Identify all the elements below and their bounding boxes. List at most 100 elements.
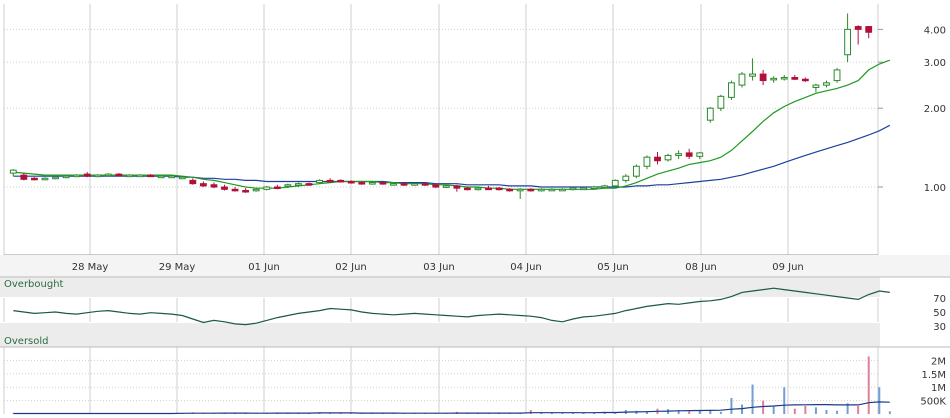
osc-tick-label: 30	[933, 322, 946, 333]
candle-body	[41, 177, 49, 181]
candle-body	[812, 84, 820, 88]
candle	[865, 26, 873, 39]
x-tick-label: 04 Jun	[510, 262, 542, 273]
candle-body	[780, 76, 788, 80]
candle	[421, 182, 429, 186]
candle	[706, 107, 714, 123]
candle	[337, 179, 345, 183]
candle-body	[717, 95, 725, 109]
oscillator-panel: Overbought Oversold 70 50 30	[0, 276, 950, 347]
candle	[453, 184, 461, 192]
x-tick-label: 03 Jun	[423, 262, 455, 273]
candle-body	[506, 188, 514, 192]
candle-body	[126, 174, 133, 178]
candle-body	[62, 175, 70, 179]
candle-body	[295, 183, 302, 186]
candle-body	[168, 175, 176, 179]
x-tick-label: 29 May	[159, 262, 196, 273]
candle-body	[537, 188, 545, 192]
candle	[41, 177, 49, 181]
candle	[495, 187, 503, 191]
candle	[675, 150, 683, 159]
candle-body	[675, 153, 683, 156]
candle-body	[400, 183, 408, 186]
candle-body	[622, 175, 630, 181]
candle	[358, 181, 366, 185]
x-tick-label: 09 Jun	[772, 262, 804, 273]
candle-body	[20, 174, 28, 180]
candle-body	[9, 169, 17, 174]
osc-tick-label: 70	[933, 294, 946, 305]
candle	[759, 69, 767, 86]
candle-body	[643, 156, 651, 167]
price-tick-label: 4.00	[924, 25, 946, 36]
price-panel: 1.00 2.00 3.00 4.00	[3, 4, 946, 256]
volume-ma-line	[13, 401, 890, 415]
candle	[801, 77, 809, 82]
candle-body	[823, 82, 830, 86]
candle	[400, 182, 408, 186]
oversold-band	[0, 323, 880, 347]
candle	[632, 164, 640, 179]
candle-body	[390, 183, 397, 186]
price-ma-long-line	[13, 124, 891, 188]
candle-body	[358, 182, 366, 185]
candle	[548, 188, 556, 192]
candle	[126, 174, 133, 178]
candle	[463, 187, 471, 191]
candle	[83, 172, 91, 178]
date-axis-strip	[0, 255, 950, 277]
osc-tick-label: 50	[933, 308, 946, 319]
candle	[569, 187, 577, 191]
candle-body	[252, 188, 260, 192]
candle	[104, 173, 112, 177]
candle-body	[738, 73, 746, 86]
volume-tick-label: 2M	[931, 356, 946, 367]
candle-body	[210, 184, 218, 188]
candle	[506, 188, 514, 192]
candle	[474, 187, 482, 191]
candle	[221, 184, 228, 191]
overbought-band	[0, 277, 880, 297]
candle-body	[527, 188, 535, 192]
candle	[590, 185, 598, 190]
candle	[199, 181, 207, 188]
candle	[728, 80, 735, 100]
candle-body	[654, 156, 661, 162]
candle-body	[305, 183, 313, 186]
overbought-label: Overbought	[4, 279, 64, 290]
candle	[326, 178, 334, 183]
x-tick-label: 02 Jun	[335, 262, 367, 273]
candle	[347, 180, 355, 184]
candle	[252, 188, 260, 192]
candle	[749, 58, 756, 81]
candle-body	[833, 69, 841, 82]
candle-body	[284, 184, 292, 187]
candle	[136, 174, 144, 178]
candle	[316, 179, 323, 184]
candle-body	[801, 78, 809, 82]
oversold-label: Oversold	[4, 336, 49, 347]
candle	[654, 152, 661, 165]
candle-body	[189, 179, 197, 185]
candle	[231, 187, 239, 192]
candle-body	[759, 73, 767, 82]
candle	[189, 178, 197, 185]
candle	[580, 187, 587, 191]
candle-body	[611, 179, 619, 187]
volume-panel: 500K 1M 1.5M 2M	[0, 346, 950, 415]
x-tick-label: 28 May	[72, 262, 109, 273]
candle-body	[368, 182, 376, 185]
candle-body	[854, 26, 862, 30]
volume-tick-label: 1M	[931, 383, 946, 394]
candle-body	[569, 187, 577, 191]
candle-body	[696, 152, 704, 157]
candle-body	[770, 77, 778, 81]
x-tick-label: 01 Jun	[248, 262, 280, 273]
candle-body	[685, 152, 693, 157]
candle	[368, 181, 376, 185]
candle	[273, 184, 281, 190]
candle-body	[136, 174, 144, 178]
candle-body	[30, 177, 38, 181]
